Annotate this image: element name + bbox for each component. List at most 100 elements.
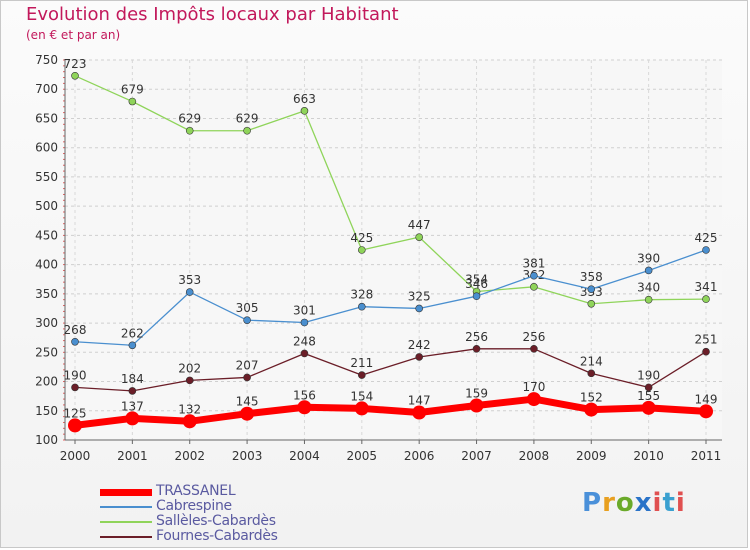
data-label-sall-les-cabard-s: 629 — [178, 112, 201, 126]
y-tick-label: 200 — [35, 375, 58, 389]
x-tick-label: 2011 — [691, 449, 722, 463]
data-label-fournes-cabard-s: 207 — [236, 358, 259, 372]
data-point-trassanel — [699, 404, 713, 419]
data-label-trassanel: 145 — [236, 395, 259, 409]
y-tick-label: 750 — [35, 53, 58, 67]
data-point-sall-les-cabard-s — [415, 233, 423, 241]
data-label-fournes-cabard-s: 190 — [64, 368, 87, 382]
data-point-trassanel — [297, 400, 312, 415]
data-point-sall-les-cabard-s — [185, 126, 194, 135]
legend-label-salleles: Sallèles-Cabardès — [156, 513, 276, 529]
data-label-trassanel: 156 — [293, 388, 316, 402]
data-point-fournes-cabard-s — [243, 373, 251, 382]
data-label-trassanel: 147 — [408, 394, 431, 408]
legend-swatch-fournes — [100, 536, 152, 538]
data-point-fournes-cabard-s — [587, 369, 596, 378]
data-label-fournes-cabard-s: 202 — [178, 361, 201, 375]
legend-swatch-trassanel — [100, 489, 152, 496]
legend-swatch-salleles — [100, 521, 152, 523]
x-tick-label: 2001 — [117, 449, 148, 463]
data-label-fournes-cabard-s: 242 — [408, 338, 431, 352]
data-point-cabrespine — [415, 304, 423, 313]
data-point-trassanel — [240, 406, 255, 421]
data-point-cabrespine — [71, 337, 79, 346]
data-point-fournes-cabard-s — [185, 376, 194, 385]
data-label-fournes-cabard-s: 248 — [293, 334, 316, 348]
data-label-trassanel: 149 — [695, 392, 718, 406]
data-label-cabrespine: 328 — [350, 288, 373, 302]
data-label-fournes-cabard-s: 184 — [121, 372, 144, 386]
legend-label-trassanel: TRASSANEL — [156, 483, 236, 499]
data-point-trassanel — [641, 400, 656, 415]
x-tick-label: 2008 — [519, 449, 550, 463]
x-tick-label: 2009 — [576, 449, 607, 463]
data-point-fournes-cabard-s — [300, 349, 309, 358]
y-tick-label: 350 — [35, 287, 58, 301]
data-label-sall-les-cabard-s: 723 — [64, 57, 87, 71]
data-point-trassanel — [469, 398, 484, 413]
data-label-sall-les-cabard-s: 447 — [408, 218, 431, 232]
data-label-trassanel: 154 — [350, 389, 373, 403]
data-label-fournes-cabard-s: 190 — [637, 368, 660, 382]
data-label-sall-les-cabard-s: 629 — [236, 112, 259, 126]
data-label-cabrespine: 353 — [178, 273, 201, 287]
legend-label-fournes: Fournes-Cabardès — [156, 528, 278, 544]
data-label-trassanel: 132 — [178, 402, 201, 416]
x-tick-label: 2010 — [633, 449, 664, 463]
y-tick-label: 650 — [35, 111, 58, 125]
data-label-cabrespine: 305 — [236, 301, 259, 315]
data-point-cabrespine — [128, 341, 137, 350]
x-tick-label: 2006 — [404, 449, 435, 463]
legend-label-cabrespine: Cabrespine — [156, 498, 232, 514]
data-point-fournes-cabard-s — [128, 387, 137, 395]
legend-item-salleles[interactable]: Sallèles-Cabardès — [100, 513, 320, 530]
data-point-cabrespine — [472, 292, 481, 300]
data-label-cabrespine: 346 — [465, 277, 488, 291]
data-point-fournes-cabard-s — [530, 344, 538, 353]
chart-title: Evolution des Impôts locaux par Habitant — [26, 4, 399, 25]
data-label-sall-les-cabard-s: 679 — [121, 83, 144, 97]
proxiti-logo: Proxiti — [582, 488, 686, 518]
data-label-cabrespine: 262 — [121, 326, 144, 340]
y-tick-label: 600 — [35, 141, 58, 155]
x-tick-label: 2002 — [174, 449, 205, 463]
data-label-cabrespine: 425 — [695, 231, 718, 245]
data-point-sall-les-cabard-s — [71, 71, 79, 80]
data-point-cabrespine — [243, 316, 251, 324]
data-point-sall-les-cabard-s — [644, 295, 653, 304]
x-tick-label: 2003 — [232, 449, 263, 463]
data-point-cabrespine — [587, 285, 596, 293]
data-label-fournes-cabard-s: 211 — [350, 356, 373, 370]
data-point-fournes-cabard-s — [702, 347, 710, 356]
y-tick-label: 150 — [35, 404, 58, 418]
data-label-trassanel: 170 — [522, 380, 545, 394]
x-tick-label: 2000 — [60, 449, 91, 463]
data-point-sall-les-cabard-s — [358, 246, 366, 254]
series-line-fournes-cabard-s — [74, 348, 707, 392]
data-point-sall-les-cabard-s — [587, 299, 596, 308]
data-label-fournes-cabard-s: 251 — [695, 333, 718, 347]
data-label-cabrespine: 268 — [64, 323, 87, 337]
data-point-trassanel — [125, 411, 140, 426]
data-point-trassanel — [354, 401, 369, 416]
data-label-sall-les-cabard-s: 663 — [293, 92, 316, 106]
data-point-sall-les-cabard-s — [128, 97, 137, 106]
legend-item-trassanel[interactable]: TRASSANEL — [100, 483, 320, 500]
data-point-fournes-cabard-s — [358, 371, 366, 379]
legend-item-cabrespine[interactable]: Cabrespine — [100, 498, 320, 515]
chart-subtitle: (en € et par an) — [26, 28, 121, 42]
y-tick-label: 550 — [35, 170, 58, 184]
x-tick-label: 2007 — [461, 449, 492, 463]
data-label-sall-les-cabard-s: 341 — [695, 280, 718, 294]
data-point-trassanel — [526, 392, 541, 407]
data-point-trassanel — [584, 402, 599, 417]
legend-item-fournes[interactable]: Fournes-Cabardès — [100, 528, 320, 545]
data-label-cabrespine: 301 — [293, 303, 316, 317]
data-point-sall-les-cabard-s — [530, 283, 538, 291]
data-label-trassanel: 152 — [580, 391, 603, 405]
data-point-trassanel — [412, 405, 427, 420]
data-label-cabrespine: 390 — [637, 251, 660, 265]
y-tick-label: 500 — [35, 199, 58, 213]
data-label-cabrespine: 325 — [408, 289, 431, 303]
